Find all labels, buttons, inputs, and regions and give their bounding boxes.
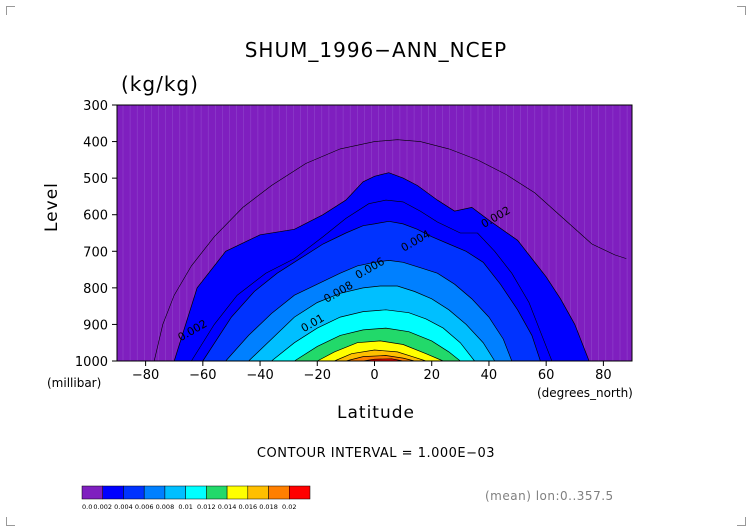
x-tick-label: −40 — [246, 368, 273, 383]
chart-title: SHUM_1996−ANN_NCEP — [244, 38, 508, 62]
colorbar-swatch — [289, 485, 311, 500]
colorbar-swatch — [102, 485, 124, 500]
y-tick-label: 600 — [83, 209, 108, 224]
colorbar-swatch — [185, 485, 207, 500]
colorbar-label: 0.008 — [156, 503, 175, 511]
x-tick-label: 60 — [538, 368, 555, 383]
colorbar-label: 0.018 — [259, 503, 278, 511]
colorbar-label: 0.004 — [114, 503, 133, 511]
contour-line — [191, 199, 553, 362]
contour-line — [153, 139, 627, 362]
colorbar-swatch — [268, 485, 290, 500]
x-tick-label: 0 — [370, 368, 378, 383]
colorbar-swatch — [247, 485, 269, 500]
crop-mark — [6, 6, 15, 15]
colorbar-swatch — [143, 485, 166, 500]
y-tick-label: 300 — [83, 99, 108, 114]
colorbar-label: 0.012 — [197, 503, 216, 511]
colorbar-swatch — [206, 485, 228, 500]
crop-mark — [737, 6, 746, 15]
x-tick-label: −80 — [132, 368, 159, 383]
colorbar-label: 0.02 — [282, 503, 296, 511]
colorbar-label: 0.0 — [82, 503, 92, 511]
crop-mark — [6, 517, 15, 526]
info-text: (mean) lon:0..357.5 — [485, 489, 614, 503]
colorbar-swatch — [226, 485, 249, 500]
y-tick-label: 900 — [83, 318, 108, 333]
x-tick-label: 40 — [481, 368, 498, 383]
x-tick-label: −20 — [304, 368, 331, 383]
crop-mark — [737, 517, 746, 526]
contour-interval: CONTOUR INTERVAL = 1.000E−03 — [256, 446, 496, 461]
y-tick-label: 500 — [83, 172, 108, 187]
colorbar-label: 0.002 — [93, 503, 112, 511]
colorbar-label: 0.01 — [178, 503, 192, 511]
y-axis-unit: (millibar) — [47, 376, 102, 390]
colorbar-label: 0.014 — [218, 503, 237, 511]
x-tick-label: 20 — [423, 368, 440, 383]
colorbar-label: 0.006 — [135, 503, 154, 511]
colorbar-swatch — [123, 485, 145, 500]
y-tick-label: 1000 — [75, 355, 108, 370]
y-tick-label: 800 — [83, 282, 108, 297]
colorbar-swatch — [164, 485, 186, 500]
x-axis-label: Latitude — [337, 403, 415, 423]
y-tick-label: 400 — [83, 136, 108, 151]
y-tick-label: 700 — [83, 245, 108, 260]
colorbar-label: 0.016 — [239, 503, 258, 511]
x-tick-label: −60 — [189, 368, 216, 383]
chart-units: (kg/kg) — [121, 72, 199, 96]
x-axis-unit: (degrees_north) — [537, 386, 633, 400]
colorbar-swatch — [81, 485, 103, 500]
x-tick-label: 80 — [595, 368, 612, 383]
